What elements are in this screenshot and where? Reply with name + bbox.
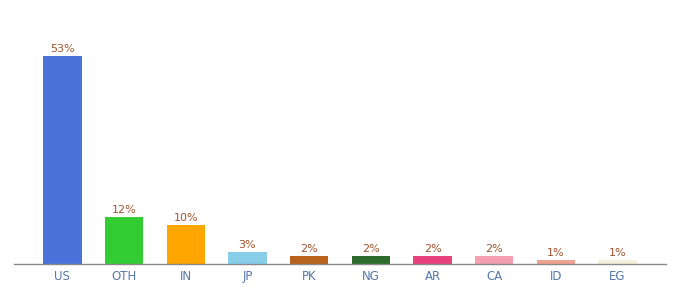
Bar [228,252,267,264]
Bar [475,256,513,264]
Bar [167,225,205,264]
Bar [105,217,143,264]
Text: 1%: 1% [547,248,564,258]
Bar [413,256,452,264]
Text: 2%: 2% [424,244,441,254]
Bar [44,56,82,264]
Text: 12%: 12% [112,205,137,215]
Bar [598,260,636,264]
Text: 53%: 53% [50,44,75,54]
Text: 1%: 1% [609,248,626,258]
Bar [537,260,575,264]
Text: 2%: 2% [362,244,379,254]
Bar [290,256,328,264]
Text: 2%: 2% [301,244,318,254]
Text: 10%: 10% [173,213,198,223]
Text: 2%: 2% [486,244,503,254]
Text: 3%: 3% [239,240,256,250]
Bar [352,256,390,264]
